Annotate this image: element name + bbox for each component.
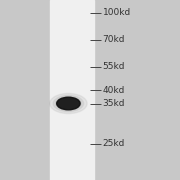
Text: 40kd: 40kd: [103, 86, 125, 94]
Ellipse shape: [57, 97, 80, 110]
Text: 55kd: 55kd: [103, 62, 125, 71]
Text: 25kd: 25kd: [103, 140, 125, 148]
Text: 35kd: 35kd: [103, 99, 125, 108]
Bar: [50, 0, 94, 180]
Text: 100kd: 100kd: [103, 8, 131, 17]
Ellipse shape: [55, 96, 81, 111]
Ellipse shape: [50, 93, 87, 114]
Text: 70kd: 70kd: [103, 35, 125, 44]
Ellipse shape: [53, 95, 84, 112]
